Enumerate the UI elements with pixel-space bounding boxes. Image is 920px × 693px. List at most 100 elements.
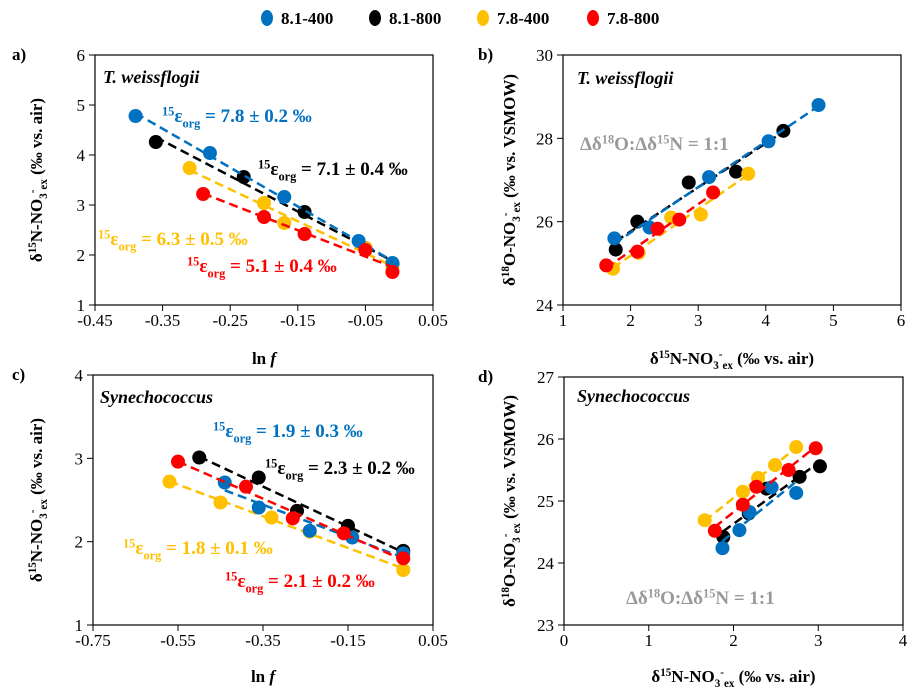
label-part: 15 [659, 349, 671, 361]
label-part: org [285, 469, 304, 483]
label-part: 3 [713, 360, 719, 372]
label-part: = 1.8 ± 0.1 ‰ [161, 538, 273, 559]
legend-label: 8.1-400 [281, 9, 333, 28]
data-point [196, 187, 211, 201]
data-point [715, 541, 730, 556]
x-tick-label: 2 [626, 311, 635, 330]
data-point [681, 175, 696, 190]
annotation: 15​εorg​ = 2.3 ± 0.2 ‰ [265, 456, 415, 482]
x-tick-label: -0.05 [348, 311, 383, 330]
label-part: 15 [660, 667, 672, 679]
data-point [396, 563, 411, 577]
label-part: ε [199, 256, 207, 277]
species-label: T. weissflogii [577, 68, 673, 88]
label-part: ε [135, 538, 143, 559]
label-part: = 7.1 ± 0.4 ‰ [296, 159, 408, 180]
x-axis-label: ln f [251, 667, 277, 686]
annotation: 15​εorg​ = 6.3 ± 0.5 ‰ [98, 227, 248, 253]
label-part: org [233, 432, 252, 446]
label-part: ex [511, 202, 523, 213]
x-tick-label: -0.15 [280, 311, 315, 330]
label-part: ex [511, 523, 523, 534]
fit-line [155, 136, 394, 263]
label-part: = 7.8 ± 0.2 ‰ [200, 106, 312, 127]
fit-line [605, 192, 714, 270]
x-tick-label: 0 [560, 631, 569, 650]
plot-frame [562, 54, 902, 306]
label-part: N-NO [671, 667, 714, 686]
x-tick-label: 0.05 [418, 631, 448, 650]
y-tick-label: 4 [77, 146, 86, 165]
label-part: 15 [27, 242, 39, 254]
x-tick-label: 3 [694, 311, 703, 330]
label-part: 15 [258, 157, 270, 171]
label-part: O-NO [500, 222, 519, 266]
fit-line [134, 112, 394, 262]
label-part: O:Δδ [614, 134, 657, 155]
label-part: δ [27, 573, 46, 582]
label-part: ε [225, 421, 233, 442]
series-7.8-800 [171, 454, 411, 566]
label-part: = 5.1 ± 0.4 ‰ [225, 256, 337, 277]
panel-a: a) -0.45 -0.35 -0.25 -0.15 -0.05 0.05 1 2 3 4 5 6 ln … [12, 45, 448, 368]
panel-c: c) -0.75 -0.55 -0.35 -0.15 0.05 1 2 3 4 ln f δ15​N-… [12, 365, 448, 686]
data-point [396, 551, 411, 566]
label-part: δ [651, 667, 660, 686]
label-part: f [269, 667, 277, 686]
data-point [789, 440, 804, 455]
data-point [128, 109, 143, 123]
x-tick-label: -0.75 [75, 631, 110, 650]
y-tick-label: 30 [536, 46, 553, 65]
series-7.8-800 [599, 185, 721, 273]
label-part: ln [251, 667, 269, 686]
legend-label: 7.8-400 [497, 9, 549, 28]
label-part: 15 [703, 586, 715, 600]
label-part: 3 [38, 193, 50, 199]
data-point [693, 207, 708, 222]
label-part: 15 [657, 132, 669, 146]
label-part: ε [110, 229, 118, 250]
x-tick-label: 5 [829, 311, 838, 330]
label-part: = 2.1 ± 0.2 ‰ [263, 571, 375, 592]
data-point [650, 221, 665, 236]
x-axis-label: ln f [252, 349, 278, 368]
data-point [251, 470, 266, 485]
label-part: ε [277, 458, 285, 479]
y-tick-label: 5 [77, 96, 86, 115]
x-tick-label: -0.35 [145, 311, 180, 330]
data-point [768, 458, 783, 473]
label-part: - [27, 509, 39, 513]
data-point [697, 513, 712, 528]
label-part: Δδ [626, 588, 648, 609]
series-7.8-400 [697, 440, 804, 528]
data-point [672, 212, 687, 227]
label-part: 15 [225, 569, 237, 583]
legend-marker [477, 10, 489, 26]
label-part: = 1.9 ± 0.3 ‰ [251, 421, 363, 442]
label-part: δ [500, 277, 519, 286]
label-part: ln [252, 349, 270, 368]
label-part: N = 1:1 [715, 588, 774, 609]
x-tick-label: 2 [729, 631, 738, 650]
data-point [385, 265, 400, 279]
legend-marker [261, 10, 273, 26]
label-part: 15 [213, 419, 225, 433]
panel-label: c) [12, 365, 25, 384]
annotation: 15​εorg​ = 2.1 ± 0.2 ‰ [225, 569, 375, 595]
annotation: 15​εorg​ = 7.1 ± 0.4 ‰ [258, 157, 408, 183]
label-part: O-NO [500, 543, 519, 587]
y-tick-label: 2 [75, 533, 84, 552]
label-part: 18 [648, 586, 660, 600]
label-part: δ [650, 349, 659, 368]
x-tick-label: -0.55 [160, 631, 195, 650]
label-part: 15 [162, 104, 174, 118]
label-part: 3 [715, 678, 721, 690]
legend-item-8.1-800: 8.1-800 [369, 9, 441, 28]
data-point [729, 164, 744, 179]
series-7.8-800 [707, 441, 823, 538]
data-point [781, 463, 796, 477]
species-label: T. weissflogii [103, 67, 199, 87]
x-tick-label: 6 [897, 311, 906, 330]
label-part: Δδ [580, 134, 602, 155]
